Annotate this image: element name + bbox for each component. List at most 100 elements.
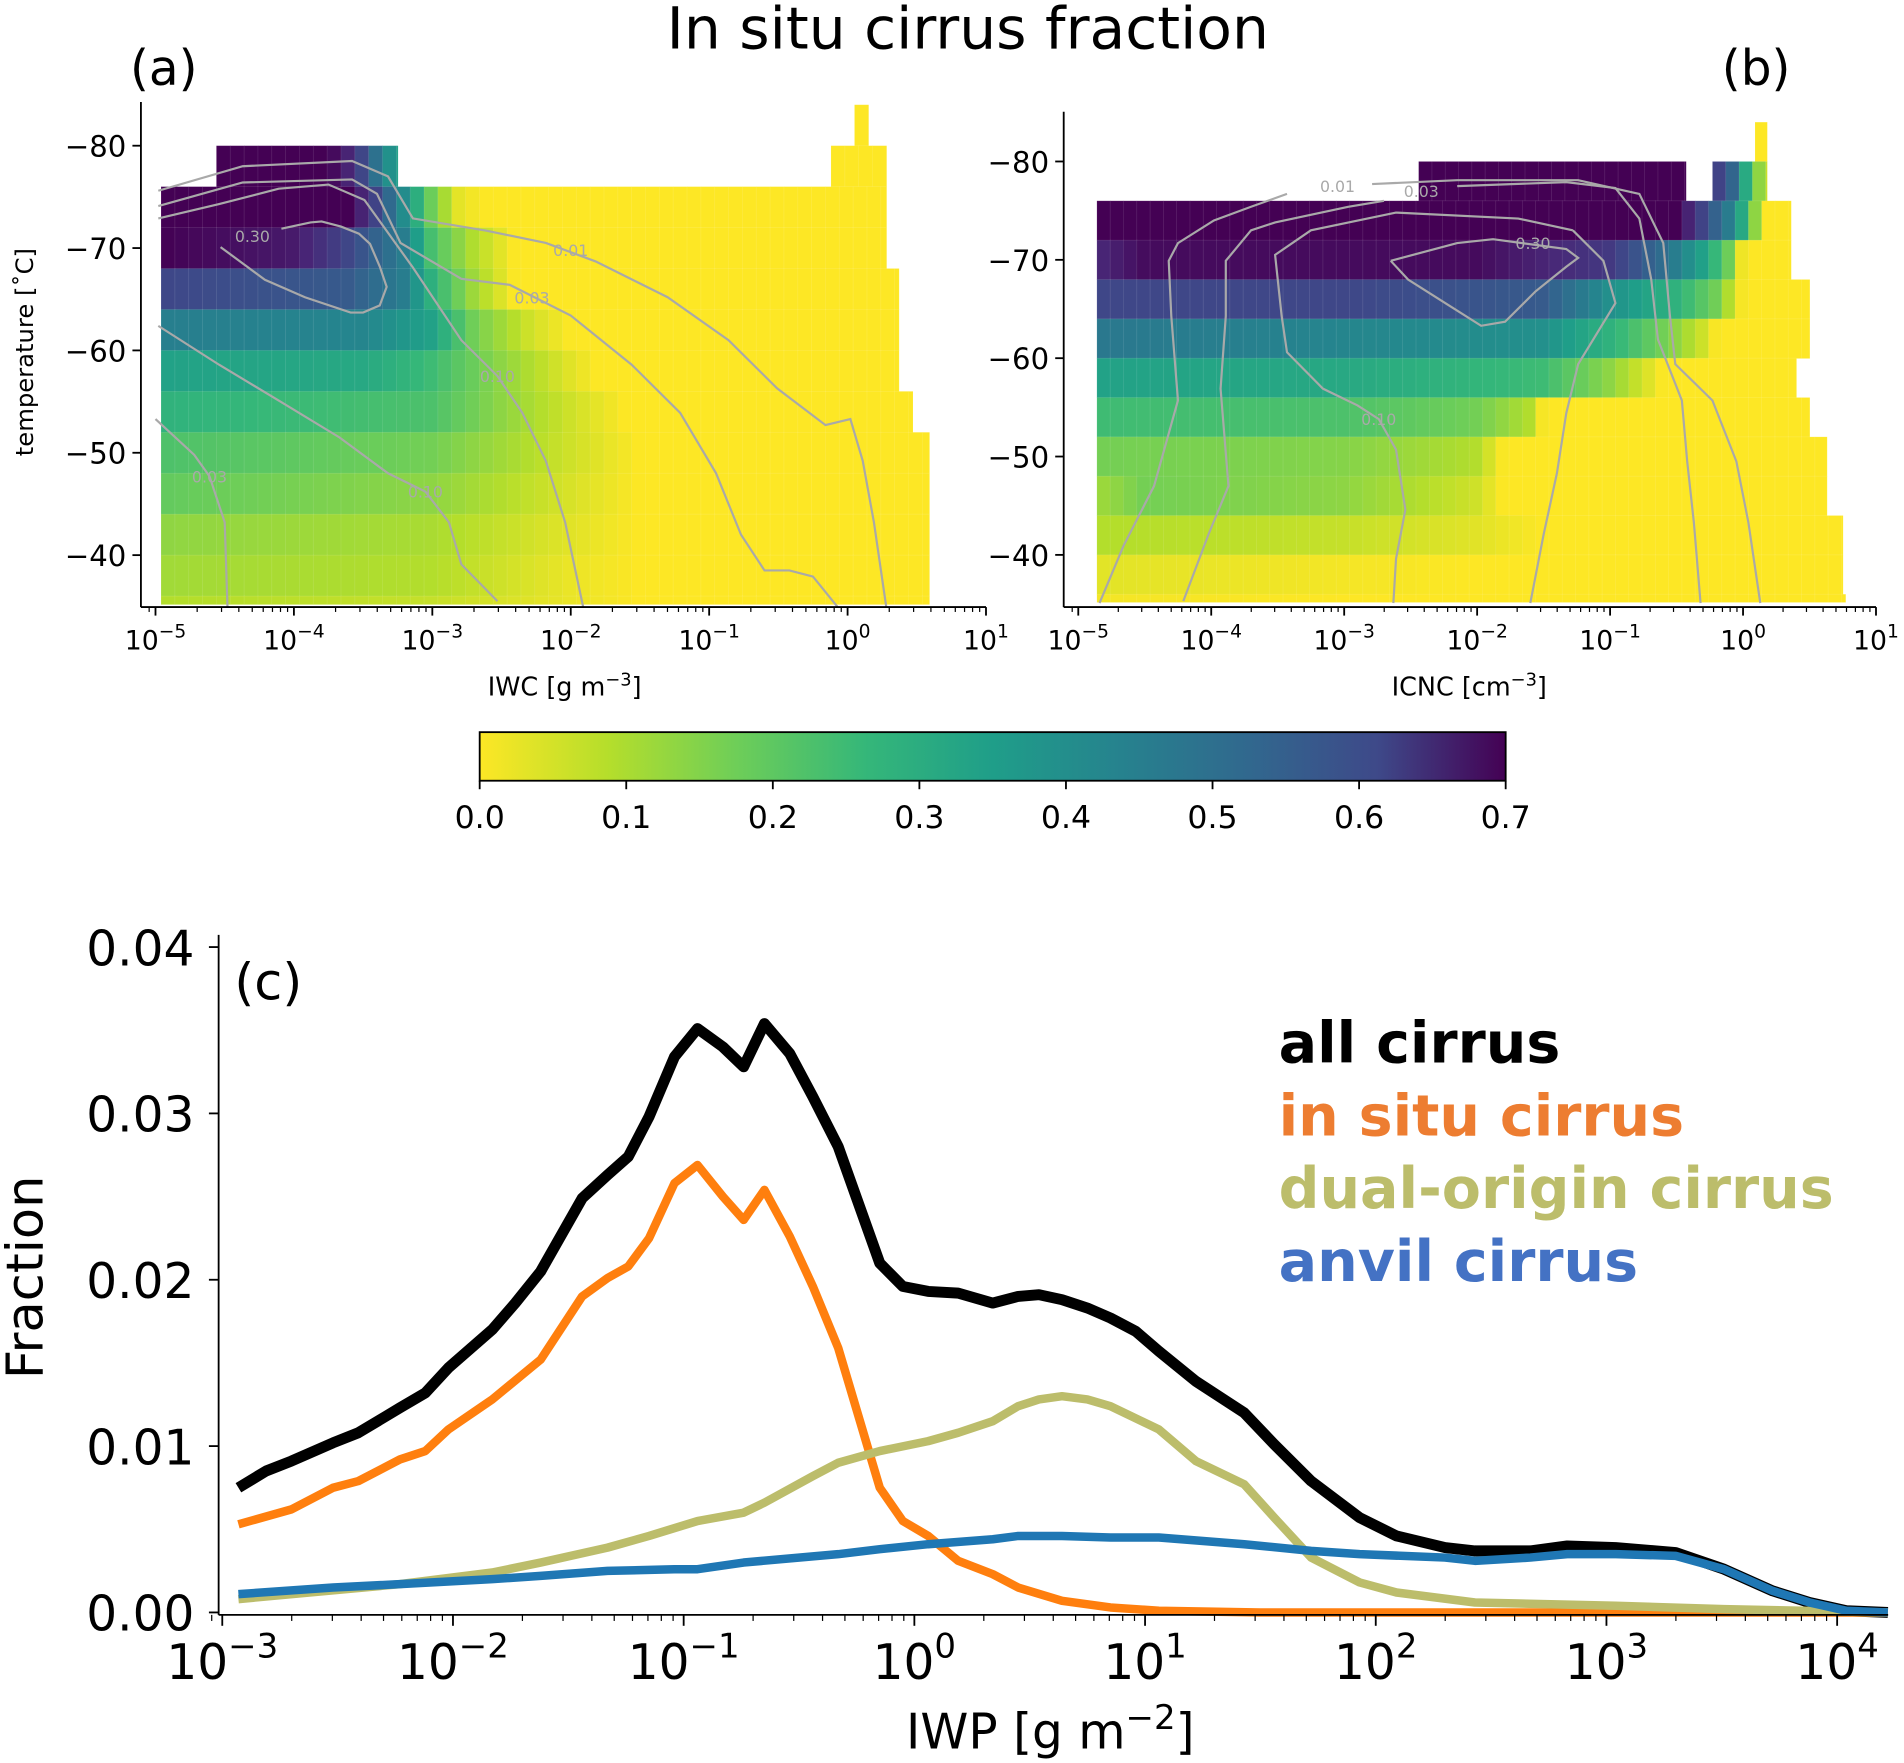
heatmap-cell [1694, 279, 1710, 320]
heatmap-cell [1163, 554, 1178, 595]
x-tick-label: 10−3 [1313, 622, 1375, 657]
heatmap-cell [326, 595, 342, 605]
heatmap-cell [1295, 554, 1311, 595]
heatmap-cell [1575, 318, 1590, 359]
legend-entry: dual-origin cirrus [1279, 1156, 1834, 1222]
x-tick-label: 10−2 [540, 622, 602, 657]
heatmap-cell [686, 350, 702, 393]
heatmap-cell [858, 145, 874, 188]
panel-label: (b) [1722, 41, 1791, 97]
heatmap-cell [1787, 397, 1803, 438]
heatmap-cell [1256, 318, 1271, 359]
heatmap-cell [326, 309, 342, 352]
heatmap-cell [423, 309, 439, 352]
contour-label: 0.10 [1361, 410, 1396, 429]
heatmap-cell [672, 513, 688, 556]
heatmap-cell [520, 309, 536, 352]
heatmap-cell [1482, 554, 1497, 595]
heatmap-cell [1495, 593, 1510, 603]
colorbar: 0.0 0.1 0.2 0.3 0.4 0.5 0.6 0.7 [455, 731, 1531, 836]
heatmap-cell [872, 145, 888, 188]
heatmap-cell [742, 595, 757, 605]
heatmap-cell [589, 350, 605, 393]
heatmap-cell [1256, 475, 1271, 517]
heatmap-cell [1269, 397, 1284, 438]
heatmap-cell [492, 309, 508, 352]
heatmap-cell [1109, 397, 1125, 438]
heatmap-cell [617, 227, 633, 270]
heatmap-cell [921, 472, 930, 515]
heatmap-cell [1229, 279, 1244, 320]
heatmap-cell [437, 350, 453, 393]
heatmap-cell [866, 350, 882, 393]
heatmap-cell [1216, 593, 1231, 603]
heatmap-cell [742, 227, 757, 270]
heatmap-cell [174, 186, 190, 229]
heatmap-cell [1176, 279, 1191, 320]
heatmap-cell [229, 268, 245, 311]
heatmap-cell [409, 595, 425, 605]
heatmap-cell [1754, 121, 1768, 163]
heatmap-cell [1402, 436, 1417, 477]
y-tick-label: −80 [988, 145, 1049, 179]
heatmap-cell [1708, 239, 1723, 281]
heatmap-cell [1189, 397, 1204, 438]
heatmap-row [830, 145, 888, 188]
heatmap-cell [1415, 200, 1431, 241]
heatmap-cell [1588, 200, 1603, 241]
heatmap-cell [1588, 436, 1603, 477]
heatmap-cell [1734, 279, 1750, 320]
heatmap-cell [1389, 357, 1404, 399]
contour-label: 0.01 [1320, 177, 1355, 196]
heatmap-cell [797, 472, 813, 515]
heatmap-cell [354, 595, 370, 605]
heatmap-cell [603, 513, 619, 556]
heatmap-cell [852, 595, 868, 605]
heatmap-cell [838, 309, 854, 352]
heatmap-cell [1402, 554, 1417, 595]
heatmap-cell [1734, 397, 1750, 438]
heatmap-row [1096, 200, 1792, 241]
heatmap-cell [1295, 397, 1311, 438]
heatmap-cell [1216, 200, 1231, 241]
heatmap-cell [243, 309, 259, 352]
heatmap-cell [1615, 554, 1630, 595]
heatmap-cell [1109, 593, 1125, 603]
heatmap-cell [1309, 279, 1324, 320]
heatmap-cell [354, 309, 370, 352]
heatmap-row [1096, 554, 1844, 595]
heatmap-cell [354, 350, 370, 393]
heatmap-cell [1774, 239, 1789, 281]
heatmap-cell [1734, 554, 1750, 595]
heatmap-cell [1428, 357, 1444, 399]
heatmap-cell [686, 431, 702, 474]
heatmap-cell [1761, 397, 1776, 438]
heatmap-cell [714, 595, 730, 605]
contour-line [1389, 238, 1580, 327]
heatmap-cell [1295, 279, 1311, 320]
heatmap-cell [451, 186, 467, 229]
heatmap-cell [1468, 593, 1484, 603]
heatmap-cell [1428, 436, 1444, 477]
x-tick-exponent: 0 [1754, 622, 1766, 643]
heatmap-cell [465, 472, 481, 515]
heatmap-cell [1495, 397, 1510, 438]
heatmap-cell [1149, 239, 1165, 281]
heatmap-row [1754, 121, 1768, 163]
heatmap-cell [1761, 593, 1776, 603]
heatmap-cell [1561, 279, 1577, 320]
heatmap-cell [1096, 475, 1111, 517]
heatmap-cell [1149, 200, 1165, 241]
heatmap-cell [271, 309, 287, 352]
heatmap-cell [880, 472, 896, 515]
heatmap-cell [1163, 475, 1178, 517]
heatmap-cell [617, 554, 633, 597]
heatmap-cell [382, 309, 398, 352]
heatmap-cell [852, 350, 868, 393]
x-tick-label: 10−2 [1446, 622, 1508, 657]
x-tick-label: 101 [1853, 622, 1899, 657]
heatmap-cell [1668, 593, 1683, 603]
heatmap-cell [1628, 475, 1643, 517]
heatmap-cell [1508, 554, 1524, 595]
